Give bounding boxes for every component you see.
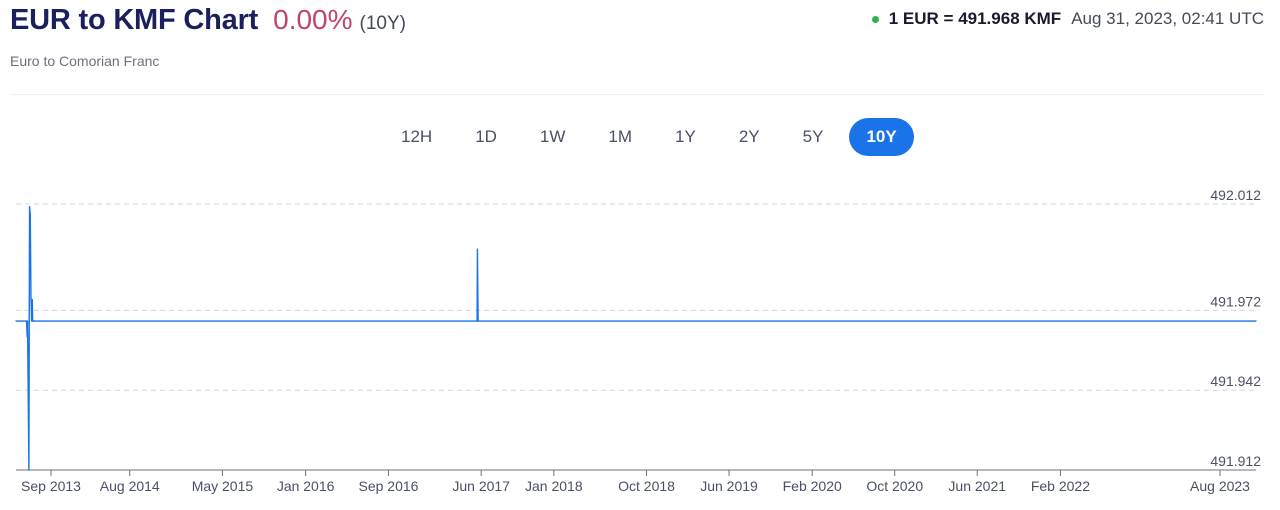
- period-button-1w[interactable]: 1W: [523, 118, 583, 156]
- page-title: EUR to KMF Chart: [10, 4, 259, 36]
- period-button-12h[interactable]: 12H: [384, 118, 449, 156]
- period-button-5y[interactable]: 5Y: [786, 118, 841, 156]
- period-selector: 12H 1D 1W 1M 1Y 2Y 5Y 10Y: [384, 118, 923, 156]
- x-tick-label: Jun 2021: [948, 478, 1006, 494]
- data-point: [26, 320, 29, 322]
- x-tick-label: Sep 2016: [358, 478, 418, 494]
- header-divider: [10, 94, 1264, 95]
- x-tick-label: Jan 2016: [277, 478, 335, 494]
- title-row: EUR to KMF Chart 0.00% (10Y): [10, 4, 406, 37]
- x-tick-label: Oct 2020: [866, 478, 923, 494]
- y-tick-label: 492.012: [1210, 187, 1261, 203]
- change-percent: 0.00%: [273, 4, 353, 35]
- y-tick-label: 491.912: [1210, 453, 1261, 469]
- x-tick-label: Jun 2019: [700, 478, 758, 494]
- data-point: [476, 320, 478, 322]
- data-point: [1255, 320, 1257, 322]
- period-label: (10Y): [359, 13, 406, 34]
- data-point: [30, 293, 32, 296]
- data-point: [476, 248, 479, 250]
- data-point: [30, 320, 33, 322]
- x-tick-label: Aug 2023: [1190, 478, 1250, 494]
- y-tick-label: 491.942: [1210, 373, 1261, 389]
- data-point: [477, 320, 479, 322]
- x-tick-label: Feb 2022: [1031, 478, 1090, 494]
- data-point: [15, 320, 17, 322]
- data-point: [28, 469, 30, 471]
- period-button-1d[interactable]: 1D: [458, 118, 514, 156]
- rate-timestamp: Aug 31, 2023, 02:41 UTC: [1071, 9, 1264, 28]
- data-point: [28, 320, 30, 322]
- current-rate: 1 EUR = 491.968 KMF Aug 31, 2023, 02:41 …: [871, 9, 1264, 29]
- x-tick-label: Oct 2018: [618, 478, 675, 494]
- y-tick-label: 491.972: [1210, 293, 1261, 309]
- x-tick-label: May 2015: [192, 478, 254, 494]
- data-point: [33, 320, 36, 322]
- data-point: [25, 320, 28, 322]
- x-tick-label: Sep 2013: [21, 478, 81, 494]
- period-button-1y[interactable]: 1Y: [658, 118, 713, 156]
- data-point: [28, 205, 31, 208]
- x-tick-label: Jun 2017: [452, 478, 510, 494]
- data-point: [29, 213, 31, 216]
- data-point: [31, 299, 33, 301]
- series-line: [16, 206, 1256, 471]
- period-button-2y[interactable]: 2Y: [722, 118, 777, 156]
- rate-value: 1 EUR = 491.968 KMF: [888, 9, 1062, 28]
- period-button-10y[interactable]: 10Y: [849, 118, 914, 156]
- live-status-icon: [871, 15, 879, 23]
- x-tick-label: Aug 2014: [100, 478, 160, 494]
- page-subtitle: Euro to Comorian Franc: [10, 53, 160, 69]
- x-tick-label: Feb 2020: [783, 478, 842, 494]
- chart-header: EUR to KMF Chart 0.00% (10Y) Euro to Com…: [10, 4, 406, 69]
- data-point: [26, 336, 28, 338]
- x-tick-label: Jan 2018: [525, 478, 583, 494]
- period-button-1m[interactable]: 1M: [591, 118, 649, 156]
